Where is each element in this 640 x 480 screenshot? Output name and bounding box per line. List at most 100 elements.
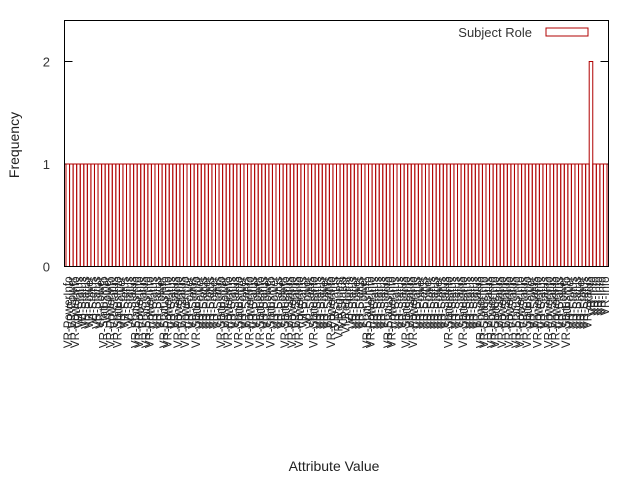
x-tick-label: VR-PowerInfo bbox=[326, 277, 338, 349]
bar bbox=[457, 163, 462, 267]
bar bbox=[428, 163, 434, 267]
x-tick-label: VR-Status bbox=[372, 276, 384, 329]
x-tick-label: VR-Status bbox=[205, 276, 217, 329]
bar bbox=[538, 163, 544, 267]
x-tick-label: VR-Status bbox=[429, 276, 441, 329]
x-tick-label: VR-StatusInfo bbox=[444, 277, 456, 349]
bar bbox=[182, 163, 188, 267]
x-tick-label: VR-PowerInfo bbox=[533, 277, 545, 349]
bar bbox=[570, 163, 576, 267]
x-tick-label: VR-PowerInfo bbox=[223, 277, 235, 349]
x-tick-label: VR-Power bbox=[184, 276, 196, 329]
x-tick-label: VR-Status bbox=[572, 276, 584, 329]
bar bbox=[449, 163, 455, 267]
bar bbox=[129, 163, 135, 267]
bar bbox=[442, 163, 448, 267]
x-tick-label: VR-Status bbox=[469, 276, 481, 329]
bar bbox=[165, 163, 170, 267]
bar bbox=[474, 163, 480, 267]
bar bbox=[339, 163, 345, 267]
bar bbox=[83, 163, 88, 267]
x-tick-label: VR-Power bbox=[351, 276, 363, 329]
bar bbox=[222, 163, 227, 267]
y-tick-label: 0 bbox=[43, 260, 50, 275]
x-tick-label: VR-Power bbox=[575, 276, 587, 329]
x-tick-label: VI-Power bbox=[301, 276, 313, 323]
x-tick-label: VR-StatusInfo bbox=[280, 277, 292, 349]
x-tick-label: VR-StatusInfo bbox=[266, 277, 278, 349]
bar bbox=[318, 163, 323, 267]
x-tick-label: VR-Status bbox=[529, 276, 541, 329]
x-tick-label: VR-PowerInfo bbox=[365, 277, 377, 349]
x-tick-label: VR-Info bbox=[586, 277, 598, 316]
bar bbox=[364, 163, 370, 267]
bar bbox=[115, 163, 120, 267]
x-tick-label: VR-Status bbox=[376, 276, 388, 329]
x-tick-label: VR-Status bbox=[73, 276, 85, 329]
x-tick-label: VR-Power bbox=[116, 276, 128, 329]
x-tick-label: VR-StatusInfo bbox=[458, 277, 470, 349]
x-tick-label: VR-Status bbox=[547, 276, 559, 329]
x-tick-label: VR-Power bbox=[262, 276, 274, 329]
x-tick-label: VR-Status bbox=[355, 276, 367, 329]
x-tick-label: VR-Status bbox=[120, 276, 132, 329]
x-tick-label: VR-StatusInfo bbox=[561, 277, 573, 349]
bar bbox=[553, 163, 558, 267]
bar bbox=[513, 163, 519, 267]
x-tick-label: VR-PowerInfo bbox=[408, 277, 420, 349]
x-tick-label: VR-Power bbox=[319, 276, 331, 329]
x-tick-label: VR-PowerInfo bbox=[294, 277, 306, 349]
bar bbox=[585, 163, 590, 267]
x-tick-label: VR-Status bbox=[248, 276, 260, 329]
x-tick-label: VR-Status bbox=[298, 276, 310, 329]
x-tick-label: VI-Request bbox=[340, 276, 352, 334]
x-tick-label: VR-StatusInfo bbox=[191, 277, 203, 349]
x-tick-label: VR-Status bbox=[540, 276, 552, 329]
bar bbox=[243, 163, 249, 267]
bar bbox=[175, 163, 181, 267]
bars bbox=[65, 61, 608, 267]
bar bbox=[421, 163, 426, 267]
x-tick-label: VR-Power bbox=[237, 276, 249, 329]
x-tick-label: VR-Status bbox=[461, 276, 473, 329]
x-tick-label: VR-Status bbox=[109, 276, 121, 329]
bar bbox=[282, 163, 288, 267]
bar bbox=[133, 163, 138, 267]
bar bbox=[172, 163, 177, 267]
bar bbox=[453, 163, 459, 267]
x-tick-label: VR-Status bbox=[447, 276, 459, 329]
bar bbox=[417, 163, 423, 267]
plot-frame bbox=[64, 20, 609, 267]
bar bbox=[279, 163, 284, 267]
x-tick-label: VR-StatusInfo bbox=[98, 277, 110, 349]
x-tick-label: VR-Info bbox=[600, 277, 612, 316]
x-tick-label: VR-Status bbox=[493, 276, 505, 329]
bar bbox=[104, 163, 110, 267]
bar bbox=[193, 163, 199, 267]
x-tick-label: VR-StatusInfo bbox=[234, 277, 246, 349]
x-tick-label: VR-Status bbox=[568, 276, 580, 329]
bar bbox=[407, 163, 412, 267]
bar bbox=[218, 163, 224, 267]
bar bbox=[79, 163, 85, 267]
bar bbox=[368, 163, 373, 267]
x-tick-label: VR-Status bbox=[305, 276, 317, 329]
x-tick-label: VR-Power bbox=[84, 276, 96, 329]
x-tick-label: VR-StatusInfo bbox=[490, 277, 502, 349]
x-tick-label: VR-Status bbox=[397, 276, 409, 329]
bar bbox=[207, 163, 213, 267]
x-tick-label: VR-PowerInfo bbox=[162, 277, 174, 349]
x-tick-label: VR-Status bbox=[337, 276, 349, 329]
x-tick-label: VR-StatusInfo bbox=[383, 277, 395, 349]
x-axis-title: Attribute Value bbox=[289, 458, 380, 474]
x-tick-label: VR-Power bbox=[209, 276, 221, 329]
x-tick-label: VR-Power bbox=[433, 276, 445, 329]
x-tick-label: WI-Status bbox=[77, 276, 89, 327]
bar bbox=[321, 163, 327, 267]
bar bbox=[239, 163, 245, 267]
bar bbox=[147, 163, 152, 267]
bar bbox=[478, 163, 483, 267]
legend: Subject Role bbox=[458, 25, 589, 40]
bar bbox=[528, 163, 533, 267]
